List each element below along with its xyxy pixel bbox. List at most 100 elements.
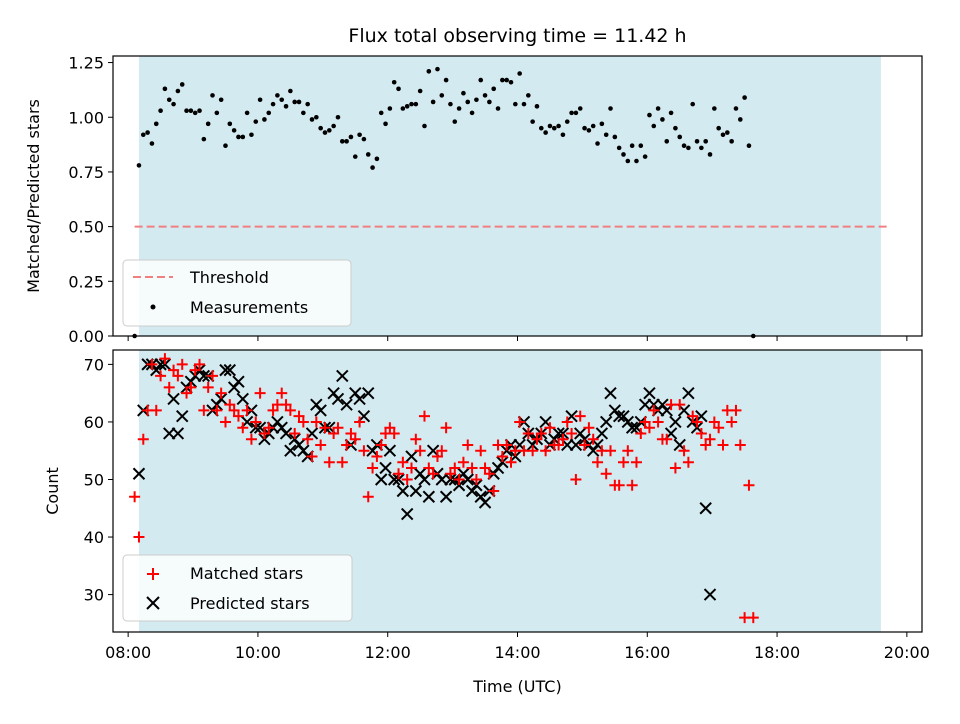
measurement-point — [482, 93, 488, 98]
measurement-point — [729, 139, 734, 144]
matched-star-point — [505, 456, 517, 468]
y-tick-label: 0.75 — [68, 163, 104, 182]
measurement-point — [495, 106, 501, 111]
measurement-point — [158, 108, 163, 113]
measurement-point — [413, 101, 419, 107]
matched-star-point — [613, 479, 625, 491]
matched-star-point — [323, 456, 335, 468]
matched-star-point — [557, 433, 569, 445]
matched-star-point — [661, 433, 673, 445]
matched-star-point — [669, 462, 681, 474]
top-legend-box — [122, 259, 352, 327]
measurement-point — [162, 86, 168, 92]
predicted-star-point — [703, 588, 717, 601]
matched-star-point — [444, 468, 456, 480]
measurement-point — [426, 69, 432, 74]
predicted-star-point — [569, 438, 583, 452]
measurement-point — [327, 128, 332, 133]
matched-star-point — [734, 439, 746, 451]
measurement-point — [223, 143, 228, 148]
predicted-star-point — [465, 484, 479, 498]
legend-matched-label: Matched stars — [190, 564, 303, 583]
matched-star-point — [297, 416, 309, 428]
measurement-point — [569, 110, 574, 116]
measurement-point — [197, 108, 202, 113]
measurement-point — [279, 97, 285, 103]
measurement-point — [456, 106, 462, 111]
measurement-point — [642, 154, 648, 159]
measurement-point — [179, 82, 185, 87]
measurement-point — [586, 128, 592, 133]
top-y-axis-label: Matched/Predicted stars — [24, 99, 43, 293]
matched-star-point — [163, 381, 175, 393]
measurement-point — [275, 93, 280, 98]
measurement-point — [742, 95, 747, 100]
predicted-star-point — [612, 409, 626, 423]
matched-star-point — [605, 445, 617, 457]
predicted-star-point — [470, 479, 483, 492]
matched-star-point — [310, 416, 322, 428]
predicted-star-point — [292, 438, 306, 452]
measurement-point — [526, 93, 531, 98]
predicted-star-point — [258, 432, 271, 446]
predicted-star-point — [396, 484, 410, 498]
matched-star-point — [535, 427, 547, 439]
matched-star-point — [215, 387, 227, 399]
matched-star-point — [747, 612, 759, 624]
measurement-point — [551, 125, 557, 131]
x-tick-label: 10:00 — [235, 643, 281, 662]
matched-star-point — [406, 462, 418, 474]
measurement-point — [625, 158, 631, 164]
matched-star-point — [475, 445, 487, 457]
y-tick-label: 0.50 — [68, 218, 104, 237]
y-tick-label: 70 — [84, 355, 104, 374]
measurement-point — [236, 134, 241, 140]
predicted-star-point — [176, 409, 189, 423]
matched-star-point — [626, 479, 638, 491]
matched-star-point — [717, 439, 729, 451]
measurement-point — [621, 152, 626, 157]
y-tick-label: 40 — [84, 528, 104, 547]
matched-star-point — [743, 479, 755, 491]
measurement-point — [573, 110, 579, 116]
matched-star-point — [496, 450, 508, 462]
matched-star-point — [704, 433, 716, 445]
measurement-point — [577, 106, 583, 111]
matched-star-point — [358, 445, 370, 457]
measurement-point — [543, 130, 548, 135]
measurement-point — [404, 104, 410, 109]
matched-star-point — [579, 439, 591, 451]
matched-star-point — [566, 427, 578, 439]
measurement-point — [266, 110, 272, 116]
matched-star-point — [570, 473, 582, 485]
measurement-point — [590, 123, 596, 129]
predicted-star-point — [617, 409, 630, 423]
matched-star-point — [700, 439, 712, 451]
matched-star-point — [228, 404, 240, 416]
matched-star-point — [687, 410, 699, 422]
measurement-point — [257, 97, 263, 103]
matched-star-point — [388, 427, 400, 439]
bottom-legend: Matched stars Predicted stars — [122, 554, 353, 622]
bottom-plot-frame — [112, 349, 923, 633]
predicted-star-point — [699, 502, 712, 515]
measurement-point — [166, 97, 172, 103]
matched-star-point — [146, 358, 158, 370]
matched-star-point — [457, 456, 469, 468]
measurement-point — [339, 139, 345, 144]
predicted-star-point — [214, 392, 228, 406]
measurement-point — [673, 125, 678, 131]
measurement-point — [288, 88, 293, 94]
y-tick-label: 1.25 — [68, 54, 104, 73]
measurement-point — [638, 143, 644, 148]
matched-star-point — [440, 422, 452, 434]
matched-star-point — [708, 416, 720, 428]
predicted-star-point — [578, 432, 591, 446]
matched-star-point — [418, 410, 430, 422]
matched-star-point — [553, 439, 565, 451]
measurement-point — [681, 143, 687, 148]
x-tick-label: 14:00 — [494, 643, 540, 662]
measurement-point — [240, 134, 246, 140]
measurements-series — [132, 66, 756, 339]
predicted-star-point — [656, 398, 669, 411]
